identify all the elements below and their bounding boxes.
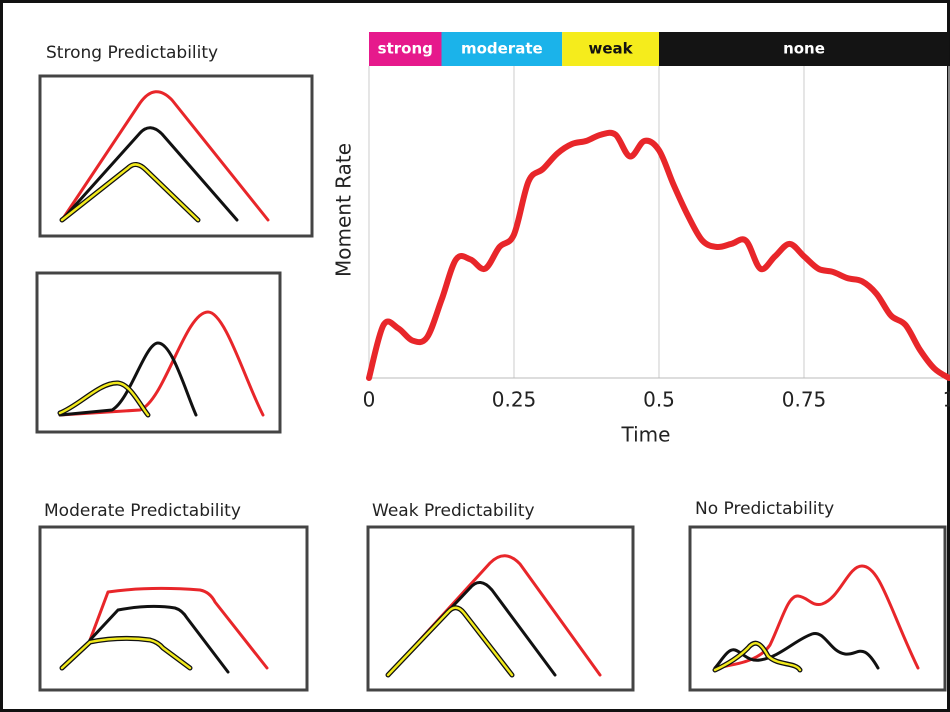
phase-band — [441, 32, 563, 66]
schematic-strong-b — [35, 271, 282, 434]
panel-title: Weak Predictability — [372, 501, 535, 521]
panel-title: No Predictability — [695, 499, 834, 519]
phase-label: none — [783, 40, 825, 58]
x-tick-label: 1 — [943, 388, 950, 412]
phase-band — [562, 32, 659, 66]
phase-label: weak — [588, 40, 633, 58]
schematic-none — [688, 525, 947, 692]
schematic-strong-a — [38, 74, 314, 238]
x-tick-label: 0.75 — [782, 388, 827, 412]
data-line — [366, 129, 950, 381]
x-tick-label: 0.25 — [492, 388, 537, 412]
panel-title: Moderate Predictability — [44, 501, 241, 521]
phase-label: moderate — [461, 40, 543, 58]
y-axis-label: Moment Rate — [332, 143, 356, 277]
phase-label: strong — [378, 40, 433, 58]
main-chart: 0 0.25 0.5 0.75 1 Time Moment Rate strong modera… — [332, 32, 950, 447]
schematic-weak — [366, 525, 635, 692]
panel-title: Strong Predictability — [46, 43, 218, 63]
phase-band — [659, 32, 949, 66]
schematic-moderate — [38, 525, 309, 692]
x-axis-label: Time — [621, 423, 671, 447]
phase-band — [369, 32, 442, 66]
x-tick-label: 0.5 — [643, 388, 675, 412]
x-tick-label: 0 — [363, 388, 376, 412]
